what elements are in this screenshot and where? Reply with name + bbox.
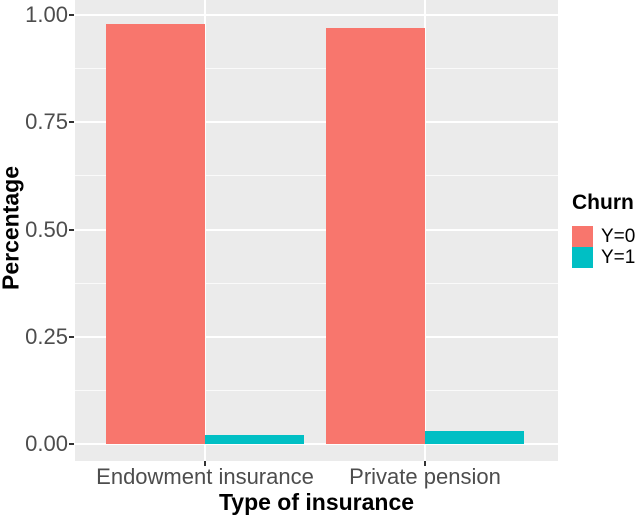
x-tick-mark [424, 461, 426, 466]
x-tick-mark [204, 461, 206, 466]
y-tick-label: 0.25 [25, 323, 68, 349]
bar-endowment-insurance-y-1 [205, 435, 304, 444]
gridline-major [75, 14, 558, 16]
x-axis-title: Type of insurance [218, 489, 415, 515]
y-tick-label: 0.50 [25, 216, 68, 242]
gridline-minor [75, 68, 558, 70]
y-tick-mark [69, 228, 74, 231]
gridline-major-x-endowment-insurance [204, 0, 206, 461]
gridline-major [75, 335, 558, 338]
gridline-major [75, 121, 558, 124]
gridline-minor [75, 389, 558, 391]
gridline-major-x-private-pension [424, 0, 426, 461]
gridline-major [75, 443, 558, 445]
y-tick-mark [69, 335, 74, 338]
bar-endowment-insurance-y-0 [106, 23, 205, 444]
bar-private-pension-y-1 [425, 431, 524, 444]
gridline-minor [75, 175, 558, 177]
legend-entries: Y=0 Y=1 [572, 226, 635, 268]
legend-title: Churn [572, 191, 634, 214]
y-tick-mark [69, 121, 74, 124]
y-tick-mark [69, 443, 74, 445]
legend-swatch-y-1 [572, 247, 593, 268]
y-tick-label: 1.00 [25, 2, 68, 27]
legend-label-y-0: Y=0 [601, 226, 636, 247]
y-tick-label: 0.00 [25, 431, 68, 456]
legend: Churn Y=0 Y=1 [572, 192, 635, 268]
legend-entry-y-1: Y=1 [572, 247, 635, 268]
legend-entry-y-0: Y=0 [572, 226, 635, 247]
y-axis-title: Percentage [0, 165, 24, 291]
gridline-minor [75, 282, 558, 284]
x-tick-label-endowment-insurance: Endowment insurance [96, 464, 314, 489]
bar-private-pension-y-0 [326, 27, 425, 444]
legend-swatch-y-0 [572, 226, 593, 247]
gridline-major [75, 228, 558, 231]
legend-label-y-1: Y=1 [601, 247, 636, 268]
y-tick-label: 0.75 [25, 109, 68, 135]
plot-panel [75, 0, 558, 461]
y-tick-mark [69, 14, 74, 16]
x-tick-label-private-pension: Private pension [349, 464, 501, 489]
